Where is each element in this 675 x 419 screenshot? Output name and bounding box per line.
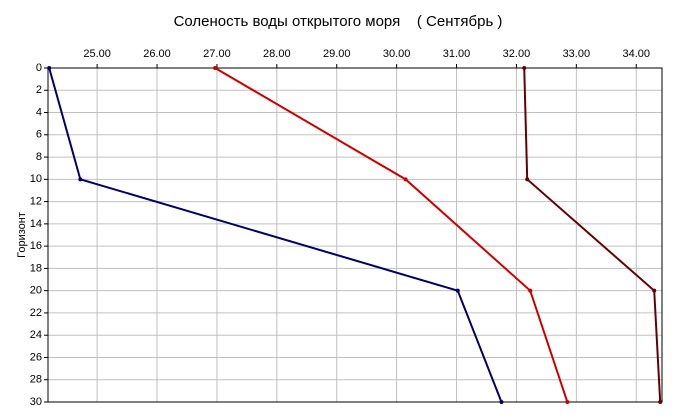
point <box>528 288 533 293</box>
x-tick-label: 25.00 <box>83 48 111 60</box>
point <box>652 288 657 293</box>
y-axis-label: Горизонт <box>16 212 28 258</box>
chart-title: Соленость воды открытого моря ( Сентябрь… <box>174 13 503 30</box>
y-tick-label: 18 <box>30 262 42 274</box>
y-tick-label: 22 <box>30 307 42 319</box>
series-line <box>523 67 662 403</box>
plot-frame <box>47 67 663 403</box>
x-tick-label: 32.00 <box>503 48 531 60</box>
y-tick-label: 8 <box>36 151 42 163</box>
y-tick-label: 10 <box>30 173 42 185</box>
point <box>658 400 663 404</box>
series-line <box>214 67 569 403</box>
point <box>403 177 408 182</box>
y-tick-label: 20 <box>30 285 42 297</box>
point <box>455 288 460 293</box>
y-tick-label: 12 <box>30 196 42 208</box>
y-tick-label: 26 <box>30 351 42 363</box>
x-tick-label: 34.00 <box>622 48 650 60</box>
y-tick-label: 4 <box>36 106 42 118</box>
point <box>213 66 218 70</box>
point <box>47 66 52 70</box>
point <box>499 400 504 404</box>
y-tick-label: 28 <box>30 374 42 386</box>
point <box>565 400 570 404</box>
y-tick-label: 2 <box>36 84 42 96</box>
x-tick-label: 31.00 <box>443 48 471 60</box>
x-tick-label: 28.00 <box>263 48 291 60</box>
series-line <box>48 67 503 403</box>
y-tick-label: 14 <box>30 218 42 230</box>
point <box>78 177 83 182</box>
x-tick-label: 30.00 <box>383 48 411 60</box>
x-tick-label: 33.00 <box>563 48 591 60</box>
y-tick-label: 30 <box>30 396 42 408</box>
point <box>522 66 527 70</box>
y-tick-label: 0 <box>36 62 42 74</box>
y-tick-label: 24 <box>30 329 42 341</box>
x-tick-label: 27.00 <box>203 48 231 60</box>
y-tick-label: 16 <box>30 240 42 252</box>
x-tick-label: 26.00 <box>143 48 171 60</box>
y-tick-label: 6 <box>36 129 42 141</box>
point <box>525 177 530 182</box>
x-tick-label: 29.00 <box>323 48 351 60</box>
